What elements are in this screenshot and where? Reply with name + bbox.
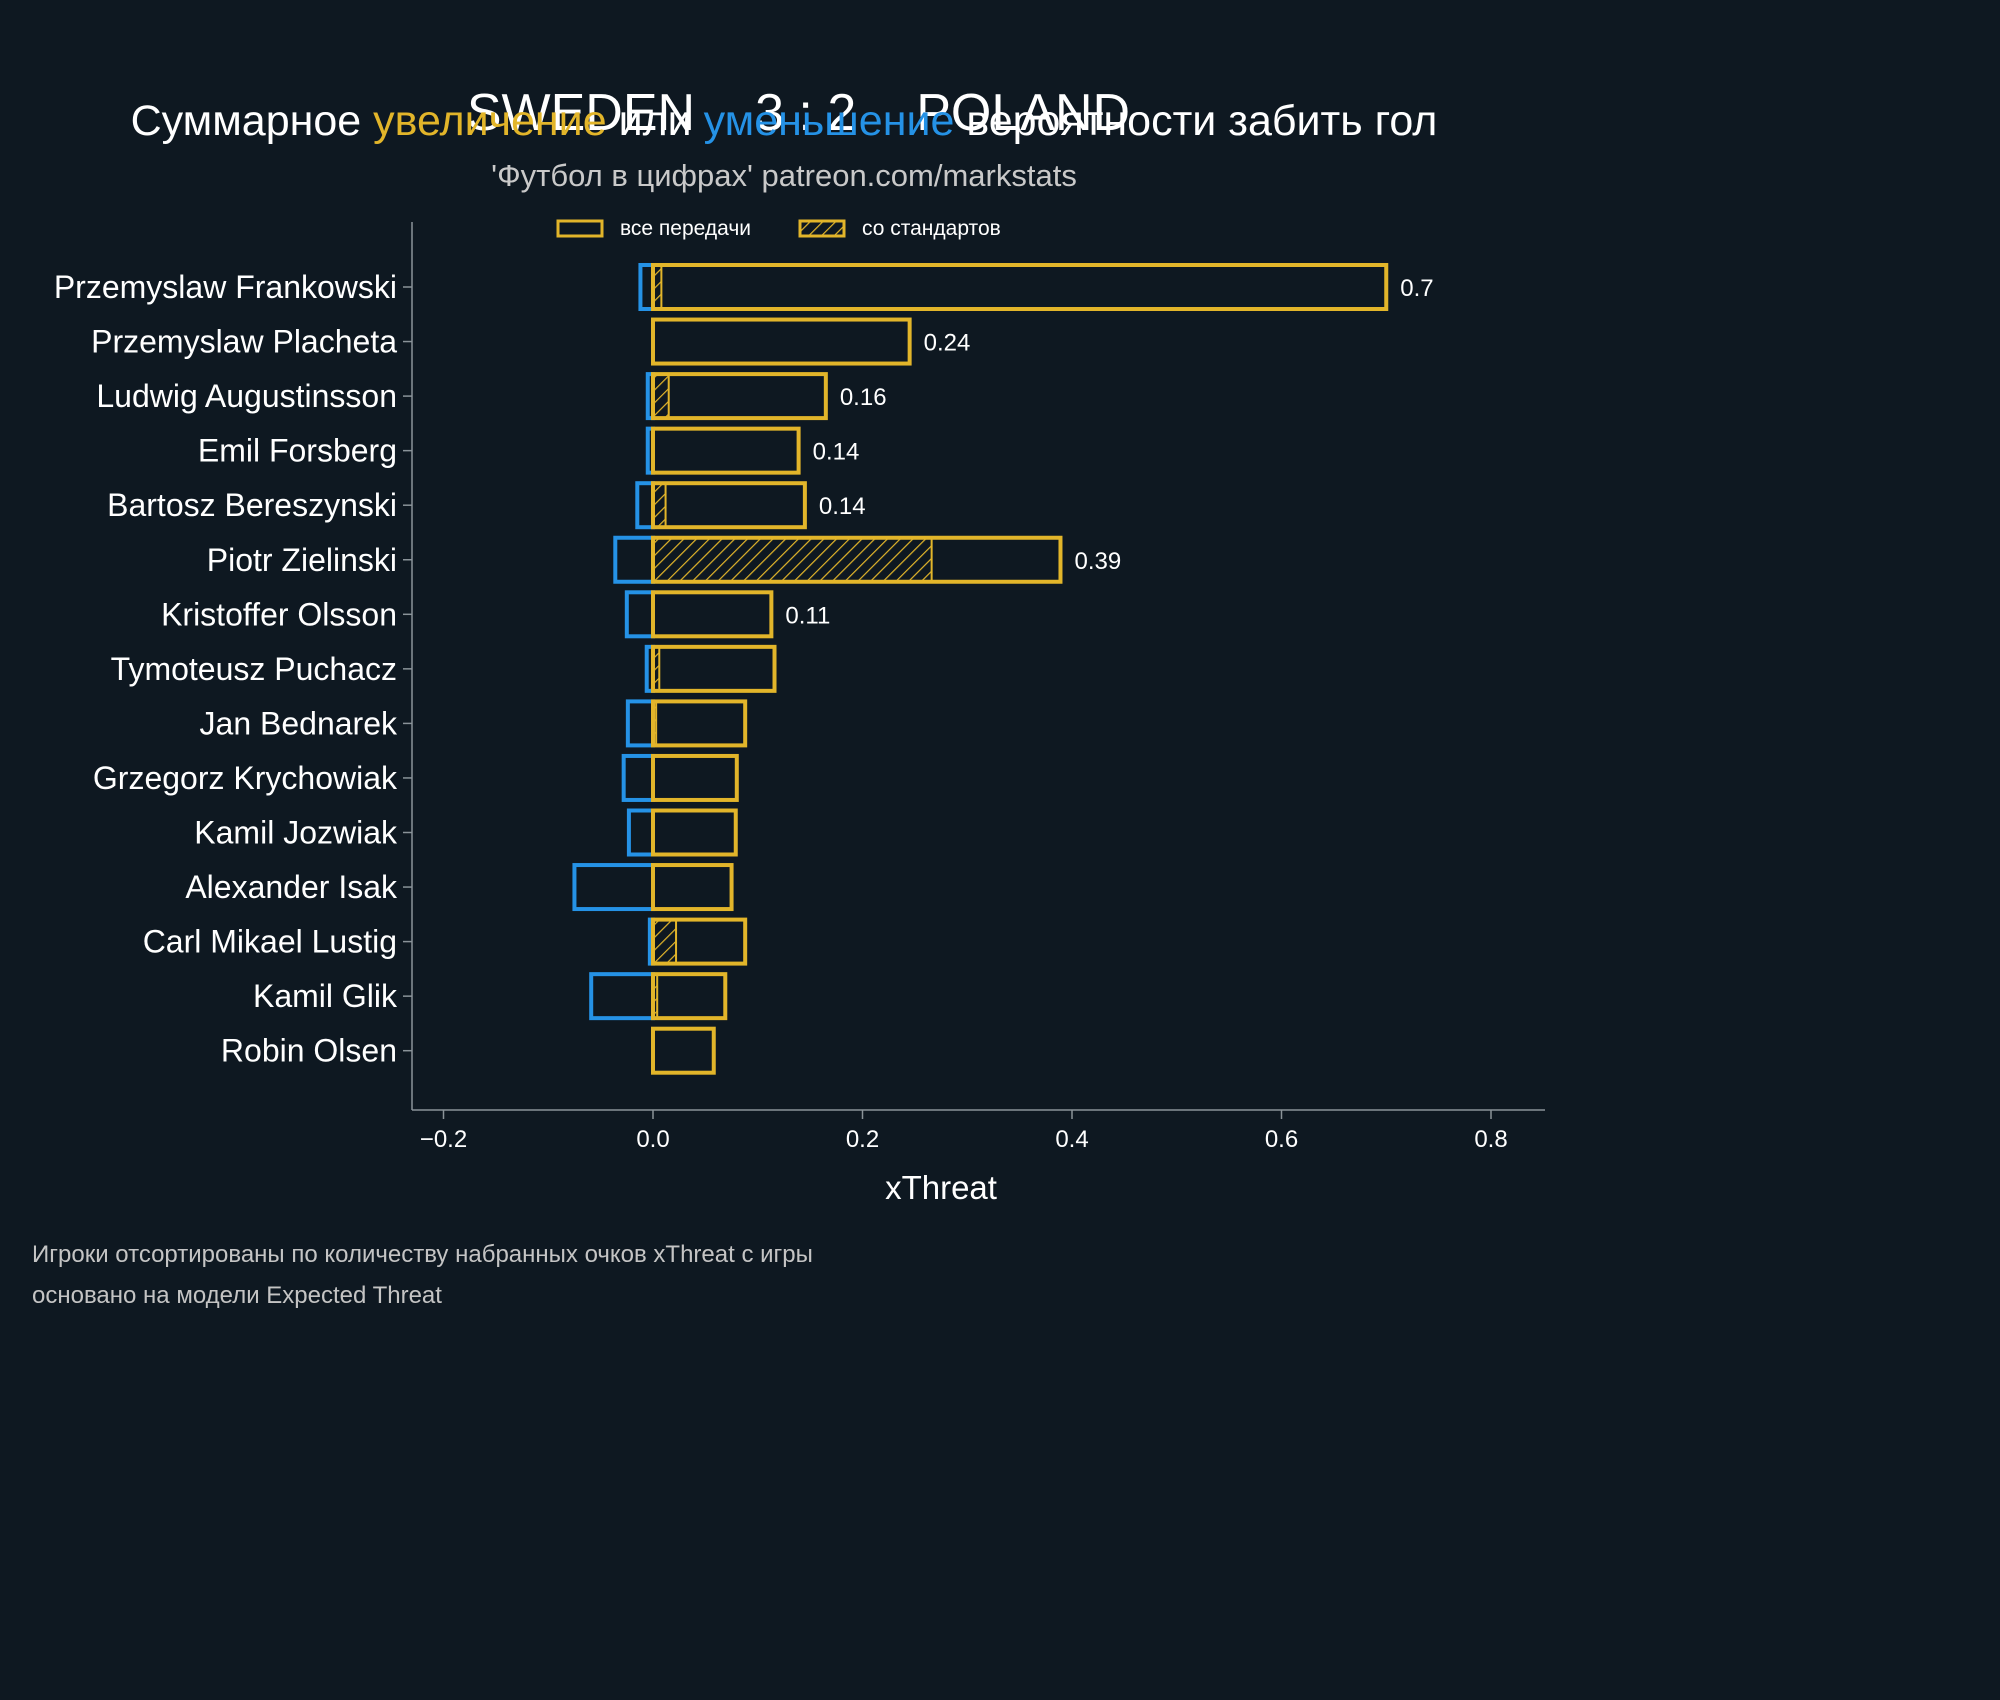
player-label: Jan Bednarek (200, 705, 398, 741)
x-tick-label: 0.8 (1474, 1126, 1507, 1153)
footer-note-sort: Игроки отсортированы по количеству набра… (32, 1241, 813, 1268)
bar-set-pieces (652, 536, 933, 583)
bar-negative (624, 590, 655, 639)
bar-positive (651, 644, 777, 693)
x-tick-label: 0.0 (636, 1126, 669, 1153)
bar-positive (651, 972, 728, 1021)
xthreat-bar-chart: −0.2 0.0 0.2 0.4 0.6 0.8 xThreat Przemyslaw Fra… (54, 217, 1545, 1206)
labels: 0.7 0.24 0.16 0.14 0.14 0.39 0.11 (785, 275, 1433, 629)
subtitle-increase-word: увеличение (373, 97, 607, 145)
player-label: Ludwig Augustinsson (96, 378, 397, 414)
value-label: 0.14 (819, 493, 866, 520)
team-away: POLAND (916, 84, 1131, 142)
bar-positive (651, 426, 801, 475)
player-label: Kamil Glik (253, 978, 398, 1014)
credit-line: 'Футбол в цифрах' patreon.com/markstats (491, 158, 1077, 193)
player-label: Bartosz Bereszynski (107, 487, 397, 523)
value-label: 0.14 (813, 439, 860, 466)
value-label: 0.7 (1400, 275, 1433, 302)
bar-positive (651, 590, 774, 639)
axes: −0.2 0.0 0.2 0.4 0.6 0.8 xThreat Przemyslaw Fra… (54, 222, 1545, 1206)
player-label: Robin Olsen (221, 1033, 397, 1069)
bar-set-pieces (652, 918, 678, 965)
bar-positive (651, 808, 738, 857)
legend-label-all-passes: все передачи (620, 217, 751, 240)
legend-swatch-all-passes (556, 219, 604, 238)
bar-positive (651, 863, 734, 912)
bar-negative (589, 972, 656, 1021)
x-tick-label: −0.2 (420, 1126, 467, 1153)
bar-negative (621, 753, 655, 802)
subtitle-text-1: Суммарное (130, 97, 374, 145)
bar-positive (651, 263, 1389, 311)
bar-positive (651, 699, 748, 748)
bar-positive (651, 372, 828, 421)
legend: все передачи со стандартов (556, 217, 1001, 240)
bars (572, 263, 1389, 1075)
match-title: SWEDEN 3 : 2 POLAND (0, 14, 1568, 146)
x-tick-label: 0.2 (846, 1126, 879, 1153)
bar-positive (651, 481, 807, 530)
player-label: Carl Mikael Lustig (143, 924, 397, 960)
bar-positive (651, 1026, 716, 1075)
bar-positive (651, 317, 912, 366)
player-label: Grzegorz Krychowiak (93, 760, 398, 796)
x-axis-label: xThreat (885, 1169, 997, 1206)
value-label: 0.16 (840, 384, 887, 411)
bar-set-pieces (652, 373, 670, 420)
legend-label-set-pieces: со стандартов (862, 217, 1001, 240)
x-tick-label: 0.6 (1265, 1126, 1298, 1153)
player-label: Tymoteusz Puchacz (111, 651, 397, 687)
player-label: Kristoffer Olsson (161, 596, 397, 632)
bar-negative (626, 808, 655, 857)
player-label: Przemyslaw Placheta (91, 324, 397, 360)
team-home: SWEDEN (466, 84, 696, 142)
player-label: Alexander Isak (185, 869, 398, 905)
bar-negative (613, 535, 655, 584)
footer-note-model: основано на модели Expected Threat (32, 1282, 442, 1309)
subtitle-text-2: или (606, 97, 704, 145)
legend-swatch-set-pieces (798, 219, 846, 238)
subtitle-decrease-word: уменьшение (703, 97, 955, 145)
player-label: Przemyslaw Frankowski (54, 269, 397, 305)
value-label: 0.39 (1074, 548, 1121, 575)
chart-subtitle: Суммарное увеличение или уменьшение веро… (0, 94, 1568, 148)
bar-positive (651, 917, 748, 966)
value-label: 0.11 (785, 602, 830, 629)
bar-negative (635, 481, 655, 530)
player-label: Kamil Jozwiak (194, 815, 398, 851)
player-label: Emil Forsberg (198, 433, 397, 469)
bar-negative (625, 699, 655, 748)
value-label: 0.24 (924, 330, 971, 357)
bar-positive (651, 753, 739, 802)
x-tick-label: 0.4 (1055, 1126, 1088, 1153)
bar-negative (572, 863, 655, 912)
subtitle-text-3: вероятности забить гол (954, 97, 1438, 145)
player-label: Piotr Zielinski (207, 542, 397, 578)
match-score: 3 : 2 (755, 84, 857, 142)
bar-positive (651, 535, 1063, 584)
